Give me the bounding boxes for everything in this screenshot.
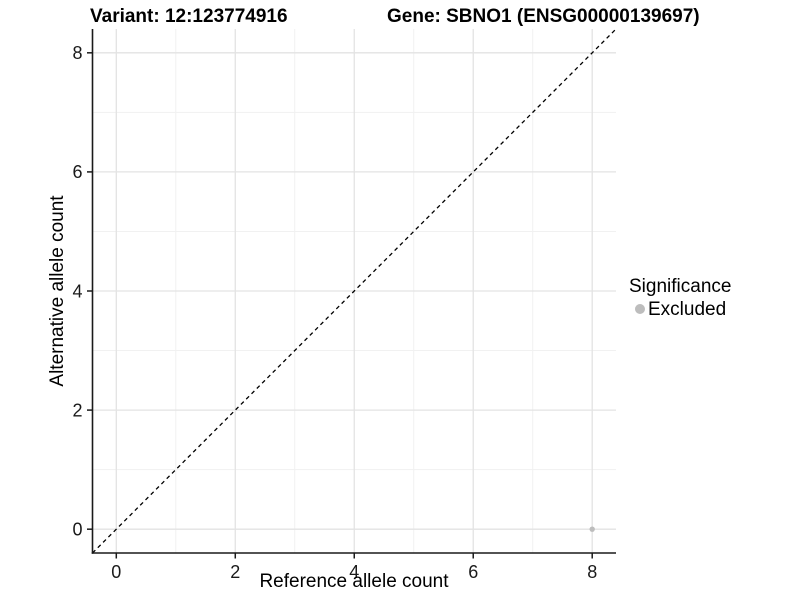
y-tick-label: 6 [72,162,82,182]
legend-item-excluded: Excluded [635,298,731,320]
plot-title-variant: Variant: 12:123774916 [90,6,288,27]
x-tick-label: 4 [349,562,359,582]
y-tick-label: 2 [72,400,82,420]
y-tick-label: 4 [72,281,82,301]
plot-title-gene: Gene: SBNO1 (ENSG00000139697) [387,6,700,27]
legend-point-icon [635,304,645,314]
x-tick-label: 6 [468,562,478,582]
identity-reference-line [92,28,617,554]
legend: Significance Excluded [629,276,732,320]
data-point [589,526,595,532]
x-tick-label: 0 [111,562,121,582]
y-tick-label: 8 [72,43,82,63]
legend-item-label: Excluded [648,298,727,320]
y-axis-title: Alternative allele count [47,195,68,387]
y-tick-label: 0 [72,519,82,539]
x-axis-title: Reference allele count [259,571,449,592]
x-tick-label: 2 [230,562,240,582]
x-tick-label: 8 [587,562,597,582]
legend-title: Significance [629,276,732,297]
